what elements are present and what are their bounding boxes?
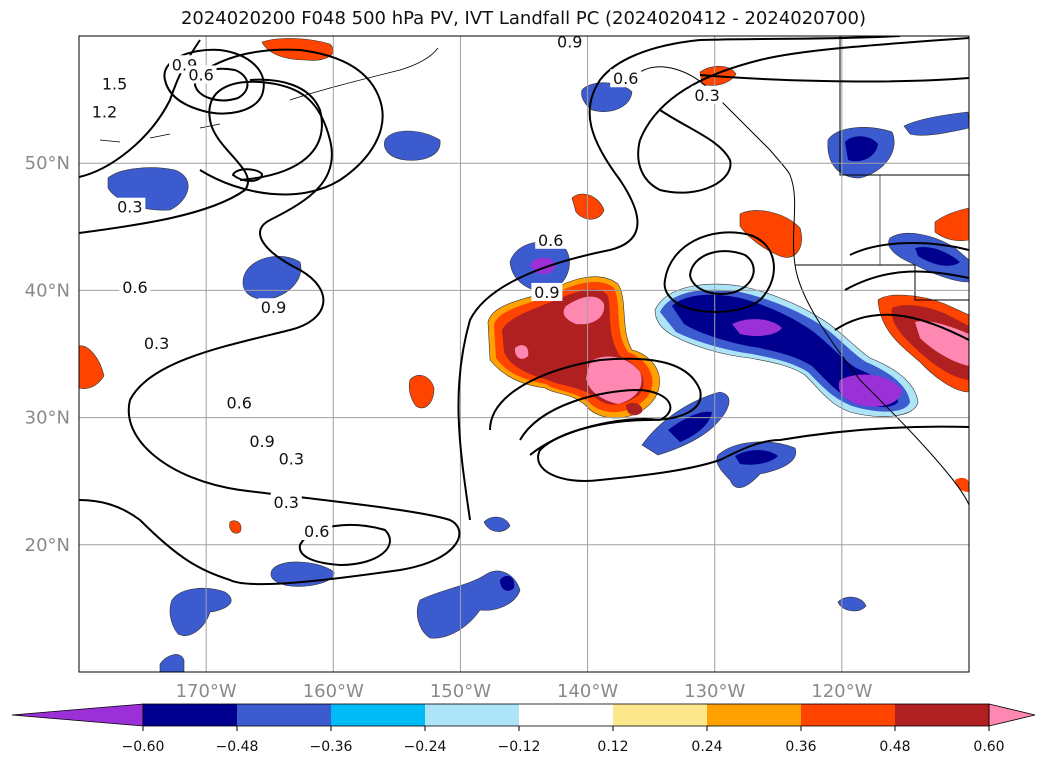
colorbar-tick-label: 0.24	[691, 739, 722, 755]
colorbar-segment	[801, 704, 896, 726]
colorbar-extend-low	[11, 703, 144, 727]
lon-tick-label: 140°W	[557, 681, 618, 702]
colorbar-tick-label: −0.36	[310, 739, 353, 755]
colorbar-segment	[707, 704, 802, 726]
lat-tick-label: 40°N	[25, 280, 70, 301]
lon-tick-label: 120°W	[811, 681, 872, 702]
lon-tick-label: 170°W	[176, 681, 237, 702]
contour-label-bg	[223, 393, 255, 412]
colorbar-tick-label: 0.60	[973, 739, 1004, 755]
contour-label-bg	[535, 230, 567, 249]
contour-label-bg	[141, 333, 173, 352]
contour-label: 0.3	[274, 493, 299, 512]
colorbar: −0.60 −0.48 −0.36 −0.24 −0.12 0.12 0.24 0.36 0.4…	[11, 703, 1036, 755]
contour-label: 0.9	[557, 32, 582, 51]
axis-tick-labels: 170°W 160°W 150°W 140°W 130°W 120°W 20°N 30°N 40…	[25, 153, 873, 702]
contour-label: 1.5	[102, 74, 127, 93]
contour-label-bg	[119, 277, 151, 296]
shaded-field	[79, 38, 969, 672]
contour-labels: 1.5 1.2 0.9 0.6 0.3 0.9 0.6 0.3 0.6 0.9 0.6 0.9 0.3 0…	[88, 32, 723, 541]
positive-anomaly-central	[487, 276, 660, 419]
map-title: 2024020200 F048 500 hPa PV, IVT Landfall…	[180, 8, 867, 29]
graticule	[79, 36, 969, 672]
plot-frame	[78, 35, 970, 673]
contour-label: 0.3	[279, 450, 304, 469]
colorbar-extend-high	[988, 703, 1036, 727]
contour-label: 0.9	[249, 432, 274, 451]
contour-label: 0.3	[144, 334, 169, 353]
lon-tick-label: 150°W	[430, 681, 491, 702]
colorbar-frame	[142, 703, 990, 727]
contour-label: 1.2	[92, 102, 117, 121]
contour-label: 0.6	[226, 394, 251, 413]
lat-tick-label: 20°N	[25, 535, 70, 556]
colorbar-tick-label: 0.36	[785, 739, 816, 755]
colorbar-segment	[425, 704, 520, 726]
contour-label-bg	[531, 282, 563, 301]
contour-label-bg	[185, 65, 217, 84]
contour-label-bg	[270, 492, 302, 511]
contour-label: 0.9	[534, 283, 559, 302]
contour-label: 0.3	[694, 86, 719, 105]
lon-tick-label: 160°W	[303, 681, 364, 702]
colorbar-segment	[613, 704, 708, 726]
colorbar-segment	[895, 704, 990, 726]
contour-label-bg	[301, 522, 333, 541]
colorbar-tick-label: −0.12	[498, 739, 541, 755]
contour-label: 0.9	[261, 298, 286, 317]
contour-label-bg	[88, 102, 120, 121]
contour-label-bg	[114, 197, 146, 216]
contour-label: 0.6	[304, 522, 329, 541]
contour-label-bg	[275, 449, 307, 468]
contour-label: 0.3	[117, 198, 142, 217]
colorbar-tick-label: 0.48	[879, 739, 910, 755]
contour-label-bg	[258, 298, 290, 317]
contour-label-bg	[99, 74, 131, 93]
contour-label-bg	[554, 32, 586, 51]
contour-label: 0.6	[538, 231, 563, 250]
lon-tick-label: 130°W	[684, 681, 745, 702]
colorbar-segment	[237, 704, 332, 726]
colorbar-segment	[519, 704, 614, 726]
colorbar-tick-label: −0.60	[122, 739, 165, 755]
colorbar-tick-label: −0.24	[404, 739, 447, 755]
contour-label: 0.6	[613, 69, 638, 88]
contour-label-bg	[610, 69, 642, 88]
colorbar-tick-label: −0.48	[216, 739, 259, 755]
contour-label: 0.6	[122, 278, 147, 297]
contour-label: 0.6	[188, 65, 213, 84]
colorbar-segment	[331, 704, 426, 726]
lat-tick-label: 50°N	[25, 153, 70, 174]
pv-contours	[79, 36, 969, 586]
colorbar-segment	[143, 704, 238, 726]
contour-label-bg	[246, 431, 278, 450]
lat-tick-label: 30°N	[25, 408, 70, 429]
colorbar-tick-label: 0.12	[597, 739, 628, 755]
contour-label-bg	[691, 85, 723, 104]
